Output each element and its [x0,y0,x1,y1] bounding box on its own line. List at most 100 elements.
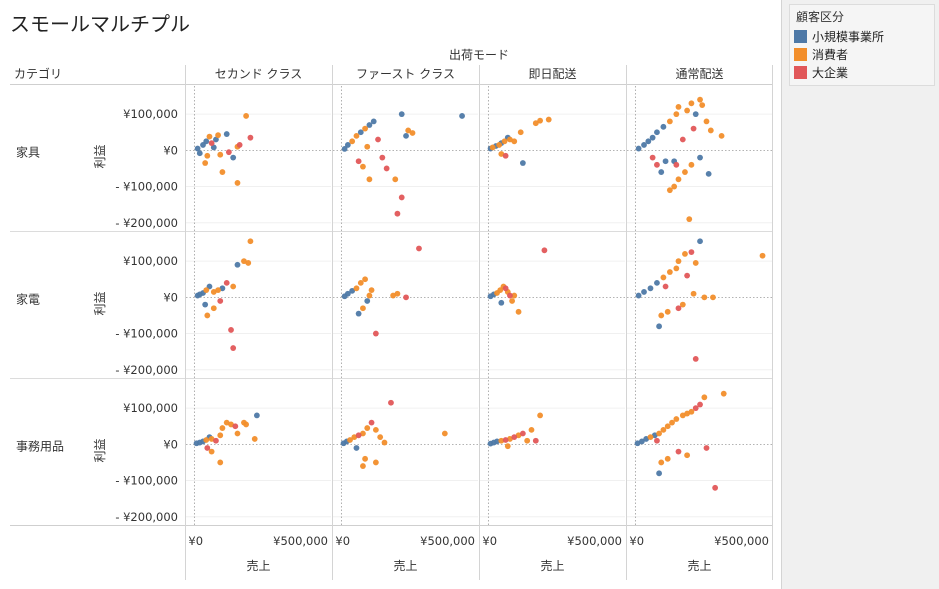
scatter-point [511,292,518,299]
scatter-point [344,290,351,297]
scatter-point [688,100,695,107]
scatter-point [383,165,390,172]
scatter-point [688,408,695,415]
scatter-point [684,452,691,459]
scatter-point [372,330,379,337]
scatter-point [545,116,552,123]
scatter-point [502,285,509,292]
scatter-point [228,327,234,333]
scatter-point [496,142,503,148]
x-axis-label: 売上 [246,558,270,573]
scatter-point [230,345,237,351]
column-header: 通常配送 [675,66,723,81]
scatter-point [392,176,399,183]
scatter-point [357,129,364,136]
scatter-point [219,169,226,175]
scatter-point [664,423,671,430]
scatter-point [673,161,680,168]
scatter-point [364,298,371,304]
scatter-point [707,127,714,134]
scatter-point [223,131,230,137]
legend-label: 大企業 [812,65,849,80]
legend: 顧客区分 小規模事業所 消費者 大企業 [789,4,935,86]
scatter-point [660,274,667,281]
scatter-point [658,312,665,319]
legend-item-small-business[interactable]: 小規模事業所 [794,27,884,45]
scatter-point [684,107,691,114]
row-header-title: カテゴリ [14,66,62,81]
scatter-point [666,269,673,275]
scatter-point [217,151,224,158]
scatter-point [673,111,680,118]
scatter-point [206,133,213,140]
scatter-point [697,401,703,408]
scatter-point [662,158,669,165]
scatter-point [353,285,360,292]
legend-item-consumer[interactable]: 消費者 [794,45,848,63]
scatter-point [509,298,515,304]
scatter-point [541,247,548,254]
scatter-point [692,405,699,412]
y-tick-label: - ¥100,000 [115,327,178,341]
legend-item-enterprise[interactable]: 大企業 [794,63,848,81]
scatter-point [230,154,237,161]
scatter-point [684,272,691,279]
scatter-point [355,158,362,165]
scatter-point [656,430,662,437]
scatter-point [645,138,652,145]
scatter-point [697,96,703,103]
x-tick-label: ¥500,000 [567,534,622,548]
legend-title: 顧客区分 [796,10,845,24]
scatter-point [701,394,708,401]
scatter-point [394,210,401,217]
scatter-point [243,113,250,119]
scatter-point [658,169,665,175]
scatter-point [349,138,356,145]
scatter-point [649,154,656,161]
scatter-point [656,470,662,477]
scatter-point [366,122,373,128]
scatter-point [203,437,210,443]
scatter-point [236,142,243,148]
scatter-point [360,305,366,312]
scatter-point [360,463,366,469]
scatter-point [223,279,230,286]
scatter-point [697,238,703,245]
x-tick-label: ¥0 [629,534,644,548]
scatter-point [379,154,386,161]
scatter-point [441,430,448,437]
scatter-point [405,127,412,134]
scatter-point [666,118,673,125]
scatter-point [459,113,465,119]
scatter-point [660,426,667,433]
scatter-point [656,323,662,330]
scatter-point [370,118,377,125]
y-tick-label: ¥100,000 [123,107,178,121]
scatter-point [675,305,682,312]
scatter-point [355,432,362,439]
scatter-point [366,176,373,183]
scatter-point [203,138,210,145]
scatter-point [498,437,505,444]
legend-swatch [794,29,807,43]
page-title: スモールマルチプル [10,12,190,36]
scatter-point [635,145,642,152]
scatter-point [230,283,237,290]
x-tick-label: ¥500,000 [420,534,475,548]
y-tick-label: ¥100,000 [123,254,178,268]
scatter-point [251,436,258,442]
scatter-point [675,448,682,455]
scatter-point [511,434,518,441]
column-header: セカンド クラス [215,67,303,81]
scatter-point [234,430,241,437]
row-header: 事務用品 [16,440,64,454]
column-header-title: 出荷モード [449,48,509,62]
scatter-point [409,130,416,136]
scatter-point [353,445,360,451]
scatter-point [641,289,647,295]
scatter-point [537,117,544,124]
scatter-point [501,138,508,145]
scatter-point [671,183,678,190]
scatter-point [245,260,252,266]
scatter-point [502,152,509,159]
